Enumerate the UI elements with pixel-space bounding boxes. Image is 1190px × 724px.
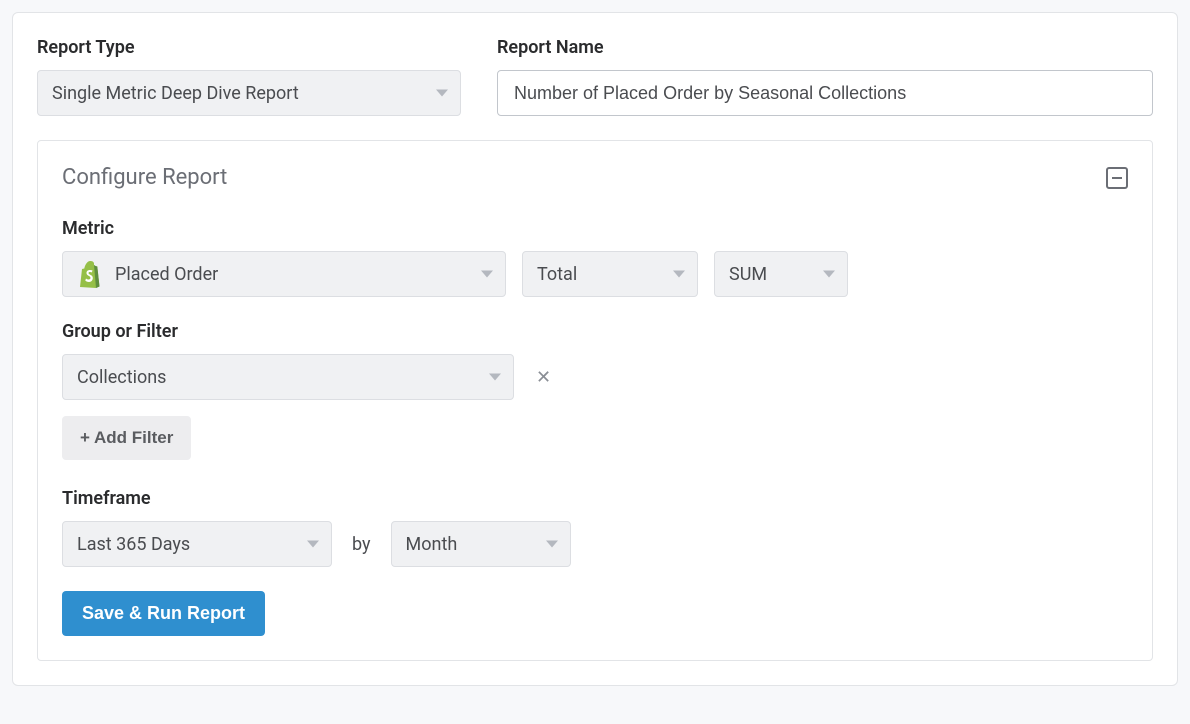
metric-section-label: Metric	[62, 218, 1128, 239]
chevron-down-icon	[546, 541, 558, 548]
configure-title: Configure Report	[62, 165, 227, 190]
timeframe-section-label: Timeframe	[62, 488, 1128, 509]
metric-row: Placed Order Total SUM	[62, 251, 1128, 297]
report-type-field: Report Type Single Metric Deep Dive Repo…	[37, 37, 461, 116]
report-name-field: Report Name	[497, 37, 1153, 116]
shopify-icon	[77, 260, 103, 288]
report-name-input[interactable]	[497, 70, 1153, 116]
metric-select[interactable]: Placed Order	[62, 251, 506, 297]
metric-aggregation-value: SUM	[729, 264, 767, 285]
add-filter-button[interactable]: + Add Filter	[62, 416, 191, 460]
metric-value: Placed Order	[115, 264, 218, 285]
filter-value: Collections	[77, 367, 166, 388]
metric-aggregation-select[interactable]: SUM	[714, 251, 848, 297]
filter-row: Collections ✕	[62, 354, 1128, 400]
save-run-button[interactable]: Save & Run Report	[62, 591, 265, 636]
collapse-button[interactable]	[1106, 167, 1128, 189]
report-type-select[interactable]: Single Metric Deep Dive Report	[37, 70, 461, 116]
report-name-label: Report Name	[497, 37, 1153, 58]
timeframe-range-value: Last 365 Days	[77, 534, 190, 555]
timeframe-period-value: Month	[406, 534, 458, 555]
metric-measure-select[interactable]: Total	[522, 251, 698, 297]
timeframe-range-select[interactable]: Last 365 Days	[62, 521, 332, 567]
chevron-down-icon	[489, 374, 501, 381]
configure-header: Configure Report	[62, 165, 1128, 190]
remove-filter-icon[interactable]: ✕	[530, 367, 557, 388]
report-builder-card: Report Type Single Metric Deep Dive Repo…	[12, 12, 1178, 686]
report-type-label: Report Type	[37, 37, 461, 58]
configure-report-panel: Configure Report Metric Placed Order Tot…	[37, 140, 1153, 661]
chevron-down-icon	[673, 271, 685, 278]
chevron-down-icon	[436, 90, 448, 97]
filter-section-label: Group or Filter	[62, 321, 1128, 342]
top-row: Report Type Single Metric Deep Dive Repo…	[37, 37, 1153, 116]
filter-select[interactable]: Collections	[62, 354, 514, 400]
timeframe-period-select[interactable]: Month	[391, 521, 571, 567]
chevron-down-icon	[481, 271, 493, 278]
timeframe-by-label: by	[348, 534, 375, 555]
timeframe-row: Last 365 Days by Month	[62, 521, 1128, 567]
metric-measure-value: Total	[537, 264, 577, 285]
chevron-down-icon	[823, 271, 835, 278]
report-type-value: Single Metric Deep Dive Report	[52, 83, 299, 104]
chevron-down-icon	[307, 541, 319, 548]
